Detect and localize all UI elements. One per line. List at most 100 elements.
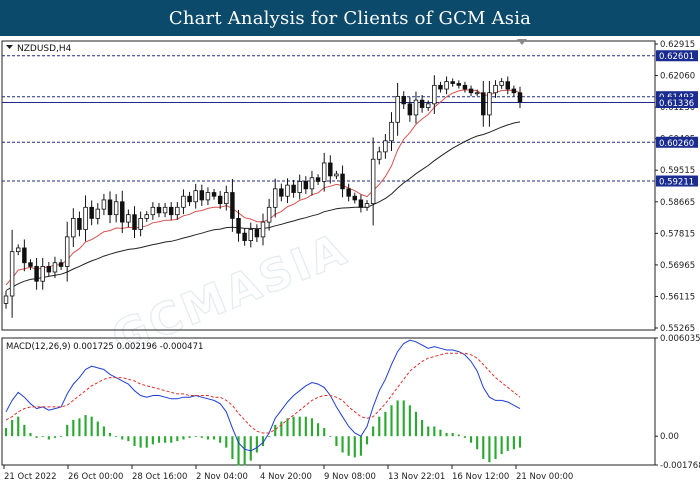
candle-bear — [462, 84, 468, 90]
candle-bear — [401, 96, 406, 105]
macd-histogram-bar — [335, 436, 338, 446]
macd-histogram-bar — [421, 419, 424, 437]
macd-histogram-bar — [463, 436, 466, 438]
macd-histogram-bar — [4, 428, 8, 437]
macd-histogram-bar — [347, 436, 350, 456]
candle-bull — [383, 140, 388, 153]
candle-bull — [474, 92, 480, 95]
candle-bull — [64, 236, 70, 267]
macd-histogram-bar — [427, 426, 430, 437]
macd-histogram-bar — [225, 436, 228, 448]
macd-pane-frame — [1, 337, 656, 466]
time-tick-label: 21 Oct 2022 — [4, 472, 57, 482]
macd-histogram-bar — [286, 418, 289, 437]
macd-histogram-bar — [170, 436, 173, 443]
candle-bull — [370, 158, 376, 205]
candle-bear — [217, 195, 223, 205]
price-tick-label: 0.58665 — [660, 198, 695, 208]
macd-histogram-bar — [518, 436, 522, 448]
macd-histogram-bar — [121, 436, 124, 440]
macd-histogram-bar — [353, 436, 356, 458]
macd-histogram-bar — [445, 432, 448, 437]
candle-bull — [499, 81, 504, 86]
candle-bull — [113, 201, 119, 216]
candle-bull — [162, 206, 168, 214]
macd-histogram-bar — [323, 428, 326, 437]
candle-bull — [16, 247, 21, 253]
candle-bear — [199, 190, 205, 201]
candle-bull — [425, 103, 431, 108]
candle-bear — [89, 206, 94, 219]
candle-bull — [260, 221, 266, 238]
macd-histogram-bar — [292, 416, 295, 437]
macd-histogram-bar — [469, 436, 473, 443]
macd-tick-label: 0.00 — [660, 432, 679, 442]
macd-histogram-bar — [439, 429, 442, 437]
candle-bear — [291, 184, 296, 193]
price-tick-label: 0.61230 — [660, 103, 695, 113]
macd-histogram-bar — [408, 405, 411, 437]
candle-bull — [3, 295, 9, 304]
candle-bull — [138, 217, 143, 230]
macd-histogram-bar — [378, 416, 381, 437]
price-pane-frame — [1, 40, 656, 331]
candle-bull — [285, 184, 290, 197]
macd-histogram-bar — [194, 436, 197, 438]
candle-bear — [168, 206, 174, 216]
candle-bear — [236, 217, 241, 234]
candle-bear — [230, 192, 235, 219]
macd-histogram-bar — [274, 424, 277, 437]
price-level-label: 0.59211 — [659, 178, 694, 188]
candle-bull — [40, 266, 45, 282]
candle-bull — [101, 199, 107, 210]
macd-histogram-bar — [500, 436, 503, 455]
candle-bull — [309, 177, 315, 190]
macd-histogram-bar — [182, 436, 185, 440]
candle-bear — [28, 262, 33, 267]
macd-histogram-bar — [151, 436, 154, 445]
price-level-label: 0.61336 — [659, 99, 694, 109]
candle-bear — [132, 214, 137, 230]
macd-histogram-bar — [41, 436, 44, 438]
price-tick-label: 0.57815 — [660, 229, 695, 239]
macd-histogram-bar — [512, 436, 515, 450]
price-level-tag — [656, 96, 698, 108]
candle-bear — [456, 83, 462, 86]
macd-histogram-bar — [17, 416, 20, 437]
candle-bear — [242, 232, 247, 241]
candle-bear — [328, 162, 333, 177]
price-level-label: 0.62601 — [659, 52, 694, 62]
macd-main-line — [5, 339, 521, 452]
candle-bull — [150, 206, 156, 216]
chart-header: Chart Analysis for Clients of GCM Asia — [0, 0, 700, 36]
macd-histogram-bar — [243, 436, 246, 466]
candle-bull — [193, 190, 198, 203]
time-tick-label: 2 Nov 04:00 — [196, 472, 248, 482]
macd-signal-line — [5, 352, 521, 434]
candle-bear — [22, 247, 27, 264]
candle-bull — [334, 173, 339, 177]
candle-bear — [315, 177, 321, 182]
candle-bear — [468, 88, 474, 94]
candle-bear — [107, 199, 113, 216]
candle-bull — [181, 195, 186, 208]
candle-bear — [438, 84, 443, 90]
macd-histogram-bar — [506, 436, 509, 451]
candle-bear — [340, 173, 345, 190]
chart-shift-marker-icon — [517, 39, 527, 45]
macd-histogram-bar — [53, 436, 57, 438]
macd-pane: MACD(12,26,9) 0.001725 0.002196 -0.00047… — [1, 337, 656, 466]
candle-bull — [248, 229, 253, 241]
candle-bull — [493, 84, 498, 94]
time-tick-label: 26 Oct 00:00 — [68, 472, 123, 482]
chart-title: Chart Analysis for Clients of GCM Asia — [168, 7, 532, 29]
macd-histogram-bar — [84, 415, 87, 437]
price-level-tag — [656, 175, 698, 187]
candle-bull — [413, 99, 419, 116]
macd-label: MACD(12,26,9) 0.001725 0.002196 -0.00047… — [6, 342, 203, 352]
candle-bear — [352, 195, 358, 201]
price-tick-label: 0.55265 — [660, 324, 695, 334]
macd-histogram-bar — [102, 426, 105, 437]
macd-histogram-bar — [108, 432, 112, 437]
candle-bear — [511, 88, 517, 94]
